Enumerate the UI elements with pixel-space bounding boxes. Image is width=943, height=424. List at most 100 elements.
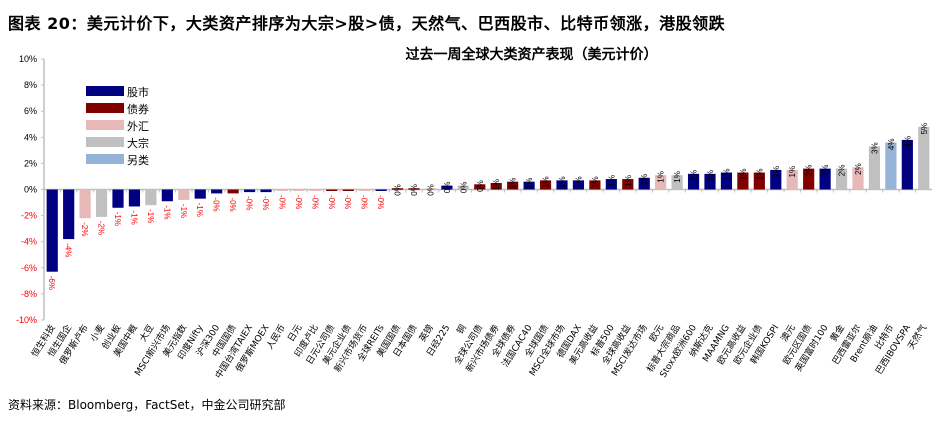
bar xyxy=(391,188,404,190)
bar xyxy=(211,189,223,194)
bar xyxy=(260,189,272,193)
value-label: -0% xyxy=(294,195,303,209)
y-tick-label: -4% xyxy=(21,237,37,247)
value-label: 1% xyxy=(673,171,682,183)
legend-swatch xyxy=(86,120,124,130)
y-tick-label: 6% xyxy=(24,106,37,116)
value-label: 1% xyxy=(755,169,764,181)
bar xyxy=(655,175,667,190)
value-label: -4% xyxy=(64,243,73,257)
figure-title: 图表 20：美元计价下，大类资产排序为大宗>股>债，天然气、巴西股市、比特币领涨… xyxy=(8,14,726,33)
bar xyxy=(885,142,897,190)
value-label: 3% xyxy=(870,142,879,154)
bar xyxy=(753,172,765,190)
bar xyxy=(424,188,437,190)
bar xyxy=(539,180,552,190)
bar xyxy=(490,182,502,190)
bar xyxy=(474,184,486,190)
bar xyxy=(868,146,881,190)
value-label: 1% xyxy=(542,176,551,188)
bar xyxy=(638,177,650,190)
legend-label: 债券 xyxy=(127,102,149,116)
value-label: 0% xyxy=(459,182,468,194)
bar xyxy=(720,172,733,190)
value-label: 1% xyxy=(640,174,649,186)
bar xyxy=(145,189,157,206)
y-tick-label: -2% xyxy=(21,211,37,221)
x-category-label: 铜 xyxy=(454,322,469,336)
chart-title: 过去一周全球大类资产表现（美元计价） xyxy=(405,47,658,63)
value-label: -2% xyxy=(80,222,89,236)
bar xyxy=(161,189,173,202)
bar xyxy=(671,175,683,190)
legend-swatch xyxy=(86,103,124,113)
value-label: -1% xyxy=(162,205,171,219)
y-tick-label: -6% xyxy=(21,263,37,273)
value-label: 0% xyxy=(476,180,485,192)
bar xyxy=(622,179,634,190)
value-label: -1% xyxy=(179,204,188,218)
bar xyxy=(227,189,239,194)
value-label: 1% xyxy=(591,176,600,188)
value-label: 2% xyxy=(805,165,814,177)
value-label: 1% xyxy=(492,179,501,191)
value-label: 1% xyxy=(574,176,583,188)
value-label: 1% xyxy=(657,171,666,183)
bar xyxy=(507,181,519,190)
y-tick-label: 0% xyxy=(24,185,37,195)
value-label: -0% xyxy=(327,195,336,209)
bar xyxy=(918,126,930,190)
bar xyxy=(770,169,782,190)
legend-swatch xyxy=(86,137,124,147)
value-label: 1% xyxy=(788,166,797,178)
bar xyxy=(556,180,568,190)
y-tick-label: 8% xyxy=(24,80,37,90)
value-label: -1% xyxy=(129,210,138,224)
bar xyxy=(342,189,354,191)
value-label: -0% xyxy=(310,195,319,209)
bar xyxy=(359,189,371,191)
value-label: 2% xyxy=(854,163,863,175)
bar xyxy=(457,185,469,190)
value-label: -6% xyxy=(47,276,56,290)
value-label: 0% xyxy=(426,184,435,196)
value-label: 0% xyxy=(394,184,403,196)
value-label: 1% xyxy=(706,170,715,182)
bar xyxy=(901,139,913,190)
value-label: -0% xyxy=(376,195,385,209)
legend-swatch xyxy=(86,86,124,96)
bar xyxy=(95,189,108,217)
bar xyxy=(786,169,798,190)
bar xyxy=(79,189,91,219)
y-tick-label: 10% xyxy=(19,54,37,64)
value-label: -1% xyxy=(113,212,122,226)
value-label: 1% xyxy=(739,169,748,181)
value-label: -0% xyxy=(360,195,369,209)
bar xyxy=(128,189,141,207)
value-label: 2% xyxy=(838,165,847,177)
value-label: 1% xyxy=(607,175,616,187)
value-label: -0% xyxy=(212,197,221,211)
y-tick-label: -10% xyxy=(16,315,37,325)
bar xyxy=(441,185,453,190)
bar xyxy=(408,188,420,190)
bar xyxy=(835,168,848,190)
bar xyxy=(63,189,75,240)
value-label: 1% xyxy=(722,169,731,181)
value-label: 4% xyxy=(903,136,912,148)
bar xyxy=(326,189,338,191)
value-label: -0% xyxy=(245,196,254,210)
value-label: 1% xyxy=(558,176,567,188)
value-label: -0% xyxy=(277,195,286,209)
value-label: -1% xyxy=(146,209,155,223)
bar xyxy=(276,189,289,191)
value-label: -2% xyxy=(97,221,106,235)
value-label: 1% xyxy=(690,170,699,182)
value-label: 0% xyxy=(443,182,452,194)
value-label: -0% xyxy=(228,197,237,211)
y-tick-label: 2% xyxy=(24,158,37,168)
bar xyxy=(803,168,815,190)
value-label: -1% xyxy=(195,203,204,217)
bar xyxy=(704,173,716,190)
